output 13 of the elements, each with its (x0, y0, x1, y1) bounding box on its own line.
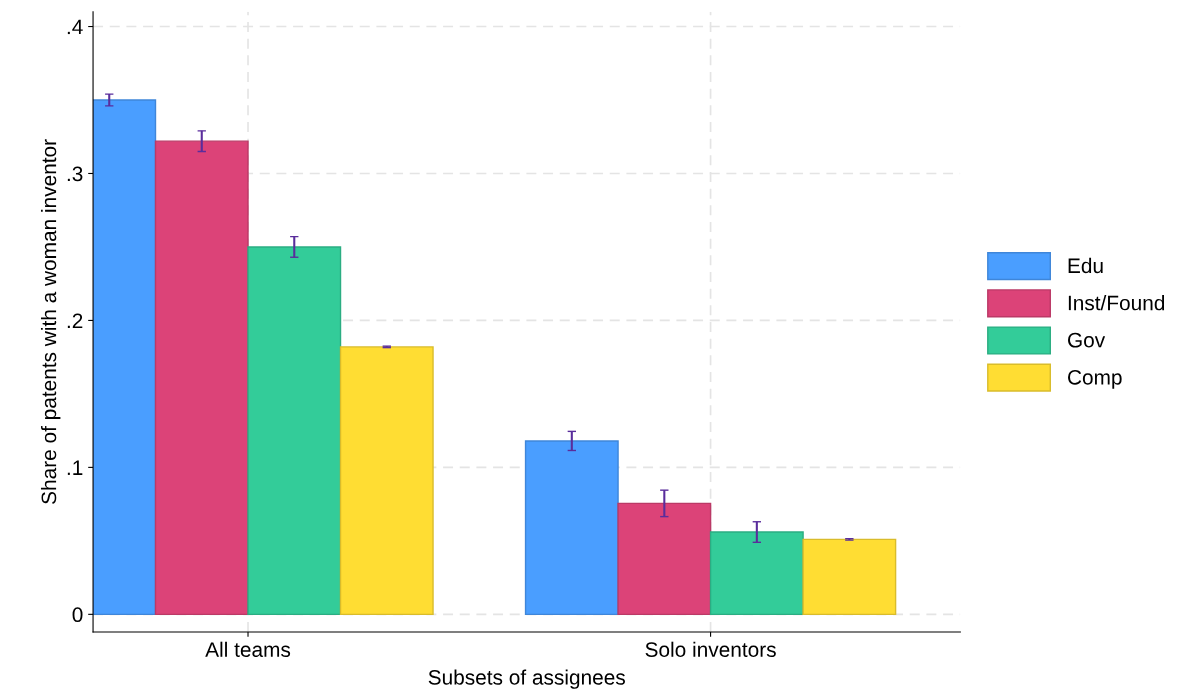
y-tick-label: .2 (67, 313, 83, 328)
x-tick-label: All teams (205, 641, 291, 657)
y-axis-title: Share of patents with a woman inventor (40, 139, 61, 504)
x-axis-title: Subsets of assignees (428, 669, 625, 689)
legend-label: Gov (1068, 332, 1106, 348)
x-tick-label: Solo inventors (645, 641, 776, 657)
y-tick-label: 0 (72, 607, 83, 623)
legend-label: Inst/Found (1068, 295, 1165, 311)
y-tick-label: .1 (67, 460, 83, 475)
legend-label: Edu (1068, 257, 1103, 274)
legend-label: Comp (1068, 369, 1122, 389)
y-tick-label: .4 (67, 19, 83, 35)
y-tick-label: .3 (67, 166, 83, 182)
